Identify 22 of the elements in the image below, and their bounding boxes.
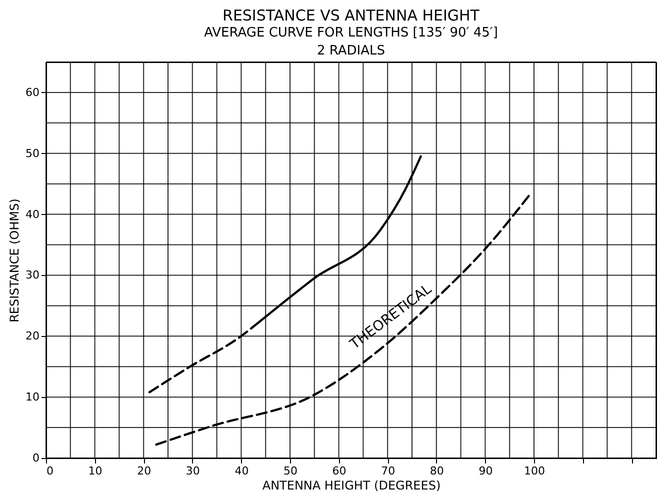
y-tick-label: 10: [26, 390, 40, 404]
y-tick-label: 50: [26, 146, 40, 160]
x-tick-label: 90: [478, 464, 493, 478]
x-tick-label: 70: [381, 464, 396, 478]
chart-subtitle: AVERAGE CURVE FOR LENGTHS [135′ 90′ 45′] 2 RADIALS: [204, 26, 498, 58]
x-tick-label: 30: [186, 464, 200, 478]
x-tick-label: 20: [137, 464, 152, 478]
x-tick-label: 10: [88, 464, 102, 478]
y-tick-label: 20: [26, 330, 40, 343]
y-axis-title: RESISTANCE (OHMS): [8, 198, 22, 322]
y-tick-label: 60: [26, 86, 40, 99]
x-tick-label: 100: [524, 464, 545, 478]
y-tick-label: 0: [32, 452, 40, 464]
x-tick-label: 0: [46, 464, 54, 478]
x-axis-title: ANTENNA HEIGHT (DEGREES): [262, 478, 441, 492]
chart-title: RESISTANCE VS ANTENNA HEIGHT: [222, 6, 480, 24]
x-tick-label: 60: [332, 464, 346, 478]
x-tick-label: 40: [234, 464, 249, 478]
y-tick-label: 30: [26, 268, 40, 282]
x-tick-label: 50: [284, 464, 298, 478]
x-tick-label: 80: [430, 464, 444, 478]
y-tick-label: 40: [26, 208, 40, 221]
